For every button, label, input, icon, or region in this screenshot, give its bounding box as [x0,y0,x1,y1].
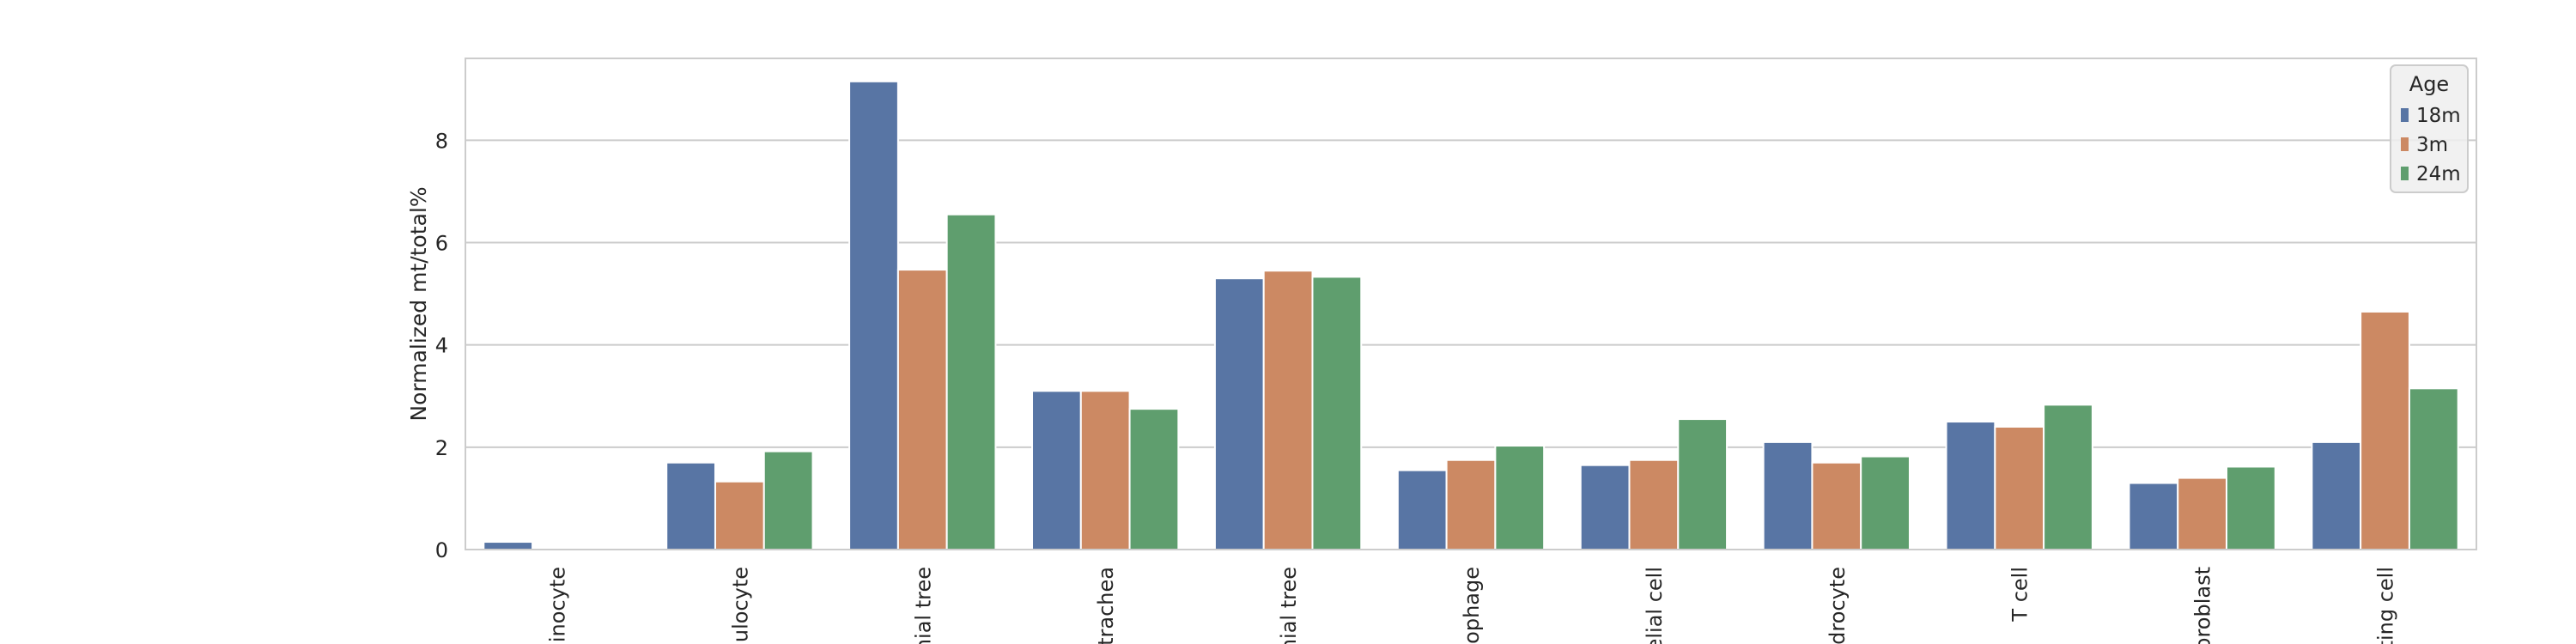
y-tick-label: 2 [435,436,448,460]
bar-24m-4 [1311,276,1363,550]
bar-3m-2 [896,269,948,550]
y-tick-label: 8 [435,129,448,153]
bar-24m-3 [1128,408,1180,551]
y-axis-label: Normalized mt/total% [406,186,431,421]
x-tick-label: T cell [2008,567,2032,623]
bar-3m-3 [1079,390,1131,550]
bar-3m-9 [2177,477,2228,550]
bar-3m-4 [1262,270,1314,550]
bar-24m-2 [945,213,997,551]
bar-18m-9 [2128,482,2179,551]
bar-18m-10 [2311,440,2362,550]
x-tick-label: ophage [1460,567,1484,644]
x-tick-label: trachea [1094,567,1118,644]
bar-3m-1 [714,480,765,550]
legend[interactable]: Age 18m 3m 24m [2390,64,2469,193]
legend-swatch-3m [2401,137,2409,151]
legend-swatch-24m [2401,167,2409,180]
bar-24m-9 [2226,465,2276,550]
x-tick-label: ting cell [2374,567,2398,644]
x-tick-label: drocyte [1826,567,1850,644]
bar-18m-8 [1945,421,1996,550]
bar-18m-2 [848,80,899,550]
bar-18m-1 [665,461,716,550]
y-tick-label: 4 [435,334,448,358]
y-tick-label: 6 [435,232,448,256]
x-tick-label: hial tree [911,567,935,644]
bar-3m-8 [1994,426,2045,550]
y-axis-ticks: 0 2 4 6 8 [435,129,448,562]
legend-item-label: 18m [2416,105,2461,127]
bar-24m-10 [2408,387,2459,550]
x-tick-label: hial tree [1277,567,1301,644]
bar-3m-6 [1628,459,1680,551]
bar-24m-8 [2043,404,2093,551]
legend-box [2390,64,2469,193]
bar-18m-5 [1396,469,1448,550]
bar-3m-7 [1811,461,1862,550]
bar-18m-4 [1213,277,1265,550]
bar-18m-6 [1579,464,1631,550]
y-tick-label: 0 [435,538,448,562]
x-tick-label: elial cell [1643,567,1667,644]
bar-3m-5 [1445,459,1497,551]
x-tick-label: ulocyte [728,567,752,642]
bar-18m-7 [1762,440,1814,550]
x-tick-label: broblast [2191,567,2215,644]
plot-frame [465,58,2477,550]
legend-item-label: 24m [2416,163,2461,185]
x-tick-label: inocyte [545,567,569,642]
bar-3m-10 [2360,310,2410,550]
legend-swatch-18m [2401,108,2409,122]
legend-item-label: 3m [2416,134,2448,156]
bar-18m-0 [483,541,534,550]
bar-24m-1 [762,450,814,550]
bar-24m-7 [1860,455,1911,551]
bar-24m-6 [1677,418,1728,550]
x-axis-ticks: inocyte ulocyte hial tree trachea hial tree o… [545,567,2397,644]
bar-18m-3 [1031,390,1082,550]
bar-24m-5 [1494,445,1546,551]
bars [483,80,2459,551]
legend-title: Age [2409,72,2449,96]
